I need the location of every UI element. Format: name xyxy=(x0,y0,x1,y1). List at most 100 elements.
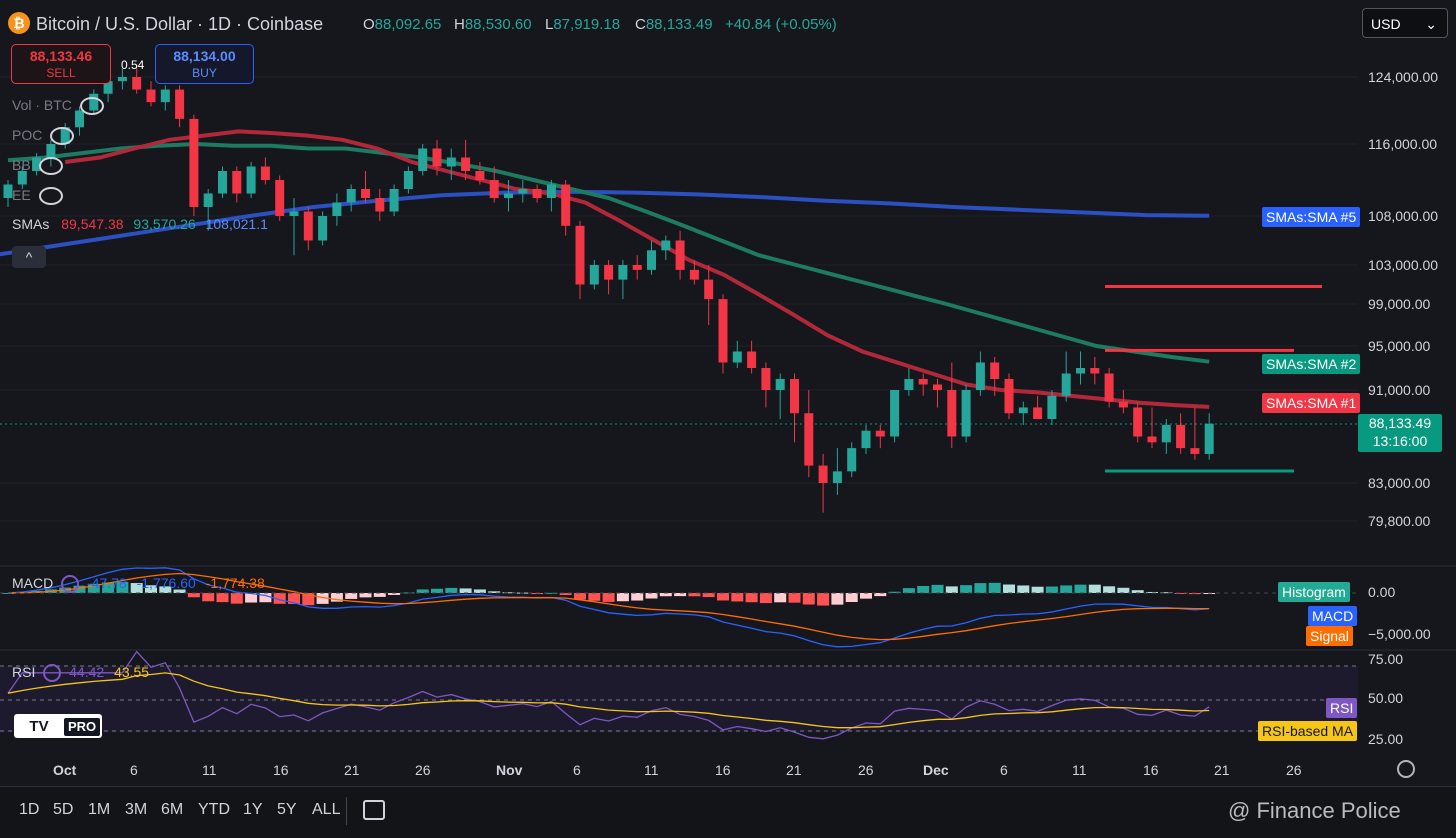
candle-body xyxy=(461,157,471,171)
candle-body xyxy=(475,171,485,180)
candle-body xyxy=(604,265,614,280)
macd-histogram-bar xyxy=(1188,593,1201,595)
macd-histogram-bar xyxy=(574,593,586,600)
macd-axis-neg: −5,000.00 xyxy=(1368,626,1431,642)
macd-label: MACD xyxy=(12,575,54,591)
macd-legend[interactable]: MACD -47.78 -1,776.60 -1,774.38 xyxy=(12,575,265,594)
ohlc-open-key: O xyxy=(363,16,375,33)
go-to-date-calendar-icon[interactable] xyxy=(363,800,385,820)
macd-histogram-bar xyxy=(674,593,687,597)
macd-histogram-bar xyxy=(431,588,443,593)
time-axis-label: 6 xyxy=(130,762,138,778)
hidden-eye-icon[interactable] xyxy=(38,187,63,206)
macd-histogram-bar xyxy=(1017,585,1030,593)
timeframe-5d-button[interactable]: 5D xyxy=(53,801,74,818)
data-window-icon[interactable] xyxy=(43,664,62,683)
rsi-value: 44.42 xyxy=(69,664,105,680)
macd-histogram-bar xyxy=(230,593,243,604)
collapse-legend-button[interactable]: ^ xyxy=(12,246,46,268)
macd-histogram-bar xyxy=(745,593,758,603)
symbol-title[interactable]: Bitcoin / U.S. Dollar · 1D · Coinbase xyxy=(36,14,324,34)
rsi-legend[interactable]: RSI 44.42 43.55 xyxy=(12,664,149,683)
legend-smas[interactable]: SMAs 89,547.38 93,570.26 108,021.1 xyxy=(12,216,268,232)
macd-histogram-bar xyxy=(102,582,115,593)
bottom-toolbar xyxy=(0,786,1456,838)
price-axis-label: 79,800.00 xyxy=(1368,513,1431,529)
time-axis-label: Oct xyxy=(53,762,77,778)
macd-histogram-bar xyxy=(416,589,429,593)
timeframe-1y-button[interactable]: 1Y xyxy=(243,801,263,818)
macd-histogram-bar xyxy=(302,593,315,606)
candle-body xyxy=(275,180,285,216)
timeframe-1d-button[interactable]: 1D xyxy=(19,801,40,818)
macd-axis-tag: MACD xyxy=(1308,606,1358,626)
macd-histogram-bar xyxy=(902,588,915,593)
candle-body xyxy=(303,211,313,241)
tradingview-logo: TV PRO xyxy=(14,714,102,738)
timeframe-5y-button[interactable]: 5Y xyxy=(277,801,297,818)
price-axis-label: 103,000.00 xyxy=(1368,257,1439,273)
ohlc-change-value: +40.84 (+0.05%) xyxy=(725,16,837,33)
macd-histogram-bar xyxy=(960,585,973,593)
macd-histogram-bar xyxy=(988,582,1001,593)
candle-body xyxy=(632,265,642,270)
macd-histogram-bar xyxy=(702,593,715,598)
time-axis-label: 11 xyxy=(202,762,217,778)
timeframe-3m-button[interactable]: 3M xyxy=(125,801,148,818)
rsi-axis-25: 25.00 xyxy=(1368,731,1404,747)
rsi-line xyxy=(7,650,1210,740)
price-axis-label: 95,000.00 xyxy=(1368,338,1431,354)
ohlc-high-key: H xyxy=(454,16,465,33)
timeframe-ytd-button[interactable]: YTD xyxy=(198,801,230,818)
candle-body xyxy=(1118,401,1128,408)
macd-histogram-bar xyxy=(802,593,815,605)
legend-volume[interactable]: Vol · BTC xyxy=(12,97,104,116)
legend-poc[interactable]: POC xyxy=(12,127,75,146)
candle-body xyxy=(546,184,556,198)
candle-body xyxy=(1076,368,1085,374)
macd-value-1: -47.78 xyxy=(87,575,127,591)
macd-histogram-bar xyxy=(688,593,701,597)
toolbar-divider xyxy=(346,797,347,825)
data-window-icon[interactable] xyxy=(61,575,80,594)
last-price-tag: 88,133.49 13:16:00 xyxy=(1358,414,1442,452)
timeframe-1m-button[interactable]: 1M xyxy=(88,801,111,818)
time-axis-label: Dec xyxy=(923,762,949,778)
hidden-eye-icon[interactable] xyxy=(38,157,63,176)
chart-settings-gear-icon[interactable] xyxy=(1397,760,1415,778)
macd-histogram-bar xyxy=(645,593,658,599)
time-axis-label: 21 xyxy=(344,762,360,778)
sell-button[interactable]: 88,133.46 SELL xyxy=(11,44,111,84)
currency-select[interactable]: USD ⌄ xyxy=(1362,8,1448,38)
timeframe-all-button[interactable]: ALL xyxy=(312,801,341,818)
tv-logo-pro: PRO xyxy=(64,718,101,736)
legend-smas-label: SMAs xyxy=(12,216,50,232)
candle-body xyxy=(17,171,27,185)
hidden-eye-icon[interactable] xyxy=(79,97,104,116)
candle-body xyxy=(332,202,342,216)
macd-histogram-bar xyxy=(917,585,930,593)
candle-body xyxy=(189,118,199,207)
macd-histogram-bar xyxy=(502,592,515,594)
macd-histogram-bar xyxy=(860,593,872,599)
time-axis-label: 11 xyxy=(644,762,659,778)
ohlc-high: H88,530.60 xyxy=(454,16,532,33)
macd-histogram-bar xyxy=(1074,584,1087,593)
macd-value-2: -1,776.60 xyxy=(136,575,196,591)
timeframe-6m-button[interactable]: 6M xyxy=(161,801,184,818)
candle-body xyxy=(689,269,699,280)
legend-bb[interactable]: BB xyxy=(12,157,63,176)
hidden-eye-icon[interactable] xyxy=(50,127,75,146)
sma2-line xyxy=(7,141,1210,364)
candle-body xyxy=(532,189,542,198)
macd-axis-zero: 0.00 xyxy=(1368,584,1396,600)
candle-body xyxy=(132,77,142,90)
legend-ee[interactable]: EE xyxy=(12,187,63,206)
candle-body xyxy=(990,362,1000,379)
candle-body xyxy=(432,148,442,167)
candle-body xyxy=(203,193,213,207)
macd-histogram-bar xyxy=(888,591,901,593)
buy-button[interactable]: 88,134.00 BUY xyxy=(155,44,254,84)
